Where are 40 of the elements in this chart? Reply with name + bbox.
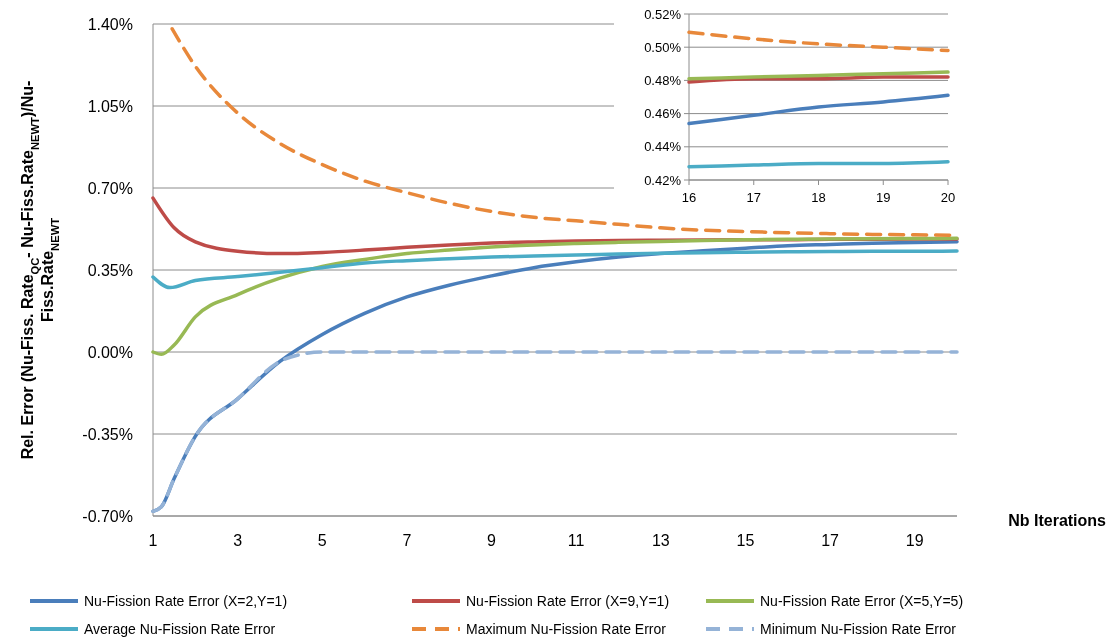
y-tick-label: 0.52% [644,6,682,22]
x-tick-label: 3 [233,532,243,549]
y-tick-label: 1.40% [87,15,133,33]
line-series [687,30,950,53]
x-tick-label: 7 [402,532,412,549]
x-tick-label: 5 [317,532,327,549]
legend-label: Maximum Nu-Fission Rate Error [466,620,667,637]
x-tick-label: 18 [811,190,826,205]
x-tick-label: 13 [651,532,670,549]
line-series [687,93,950,126]
y-tick-label: 0.35% [87,261,133,279]
legend-label: Average Nu-Fission Rate Error [84,620,276,637]
y-tick-label: 0.70% [87,179,133,197]
y-tick-label: 0.42% [644,172,682,188]
y-tick-label: 0.48% [644,72,682,88]
x-tick-label: 11 [567,532,585,549]
x-tick-label: 16 [681,190,697,205]
y-tick-label: -0.70% [82,507,133,525]
x-tick-label: 19 [905,532,924,549]
y-tick-label: 0.00% [87,343,133,361]
x-tick-label: 17 [821,532,840,549]
x-tick-label: 1 [148,532,158,549]
x-tick-label: 9 [487,532,497,549]
legend-label: Minimum Nu-Fission Rate Error [760,620,957,637]
line-series [151,249,959,290]
x-tick-label: 15 [736,532,755,549]
y-tick-label: 0.50% [644,39,682,55]
y-tick-label: -0.35% [82,425,133,443]
x-tick-label: 19 [876,190,891,205]
legend-label: Nu-Fission Rate Error (X=2,Y=1) [84,592,288,609]
line-series [687,70,950,81]
line-series [151,236,959,357]
legend-label: Nu-Fission Rate Error (X=5,Y=5) [760,592,964,609]
y-tick-label: 0.44% [644,139,682,155]
x-axis-title: Nb Iterations [1008,512,1107,529]
y-tick-label: 1.05% [87,97,133,115]
x-tick-label: 17 [746,190,761,205]
x-tick-label: 20 [940,190,956,205]
legend-label: Nu-Fission Rate Error (X=9,Y=1) [466,592,670,609]
y-tick-label: 0.46% [644,106,682,122]
